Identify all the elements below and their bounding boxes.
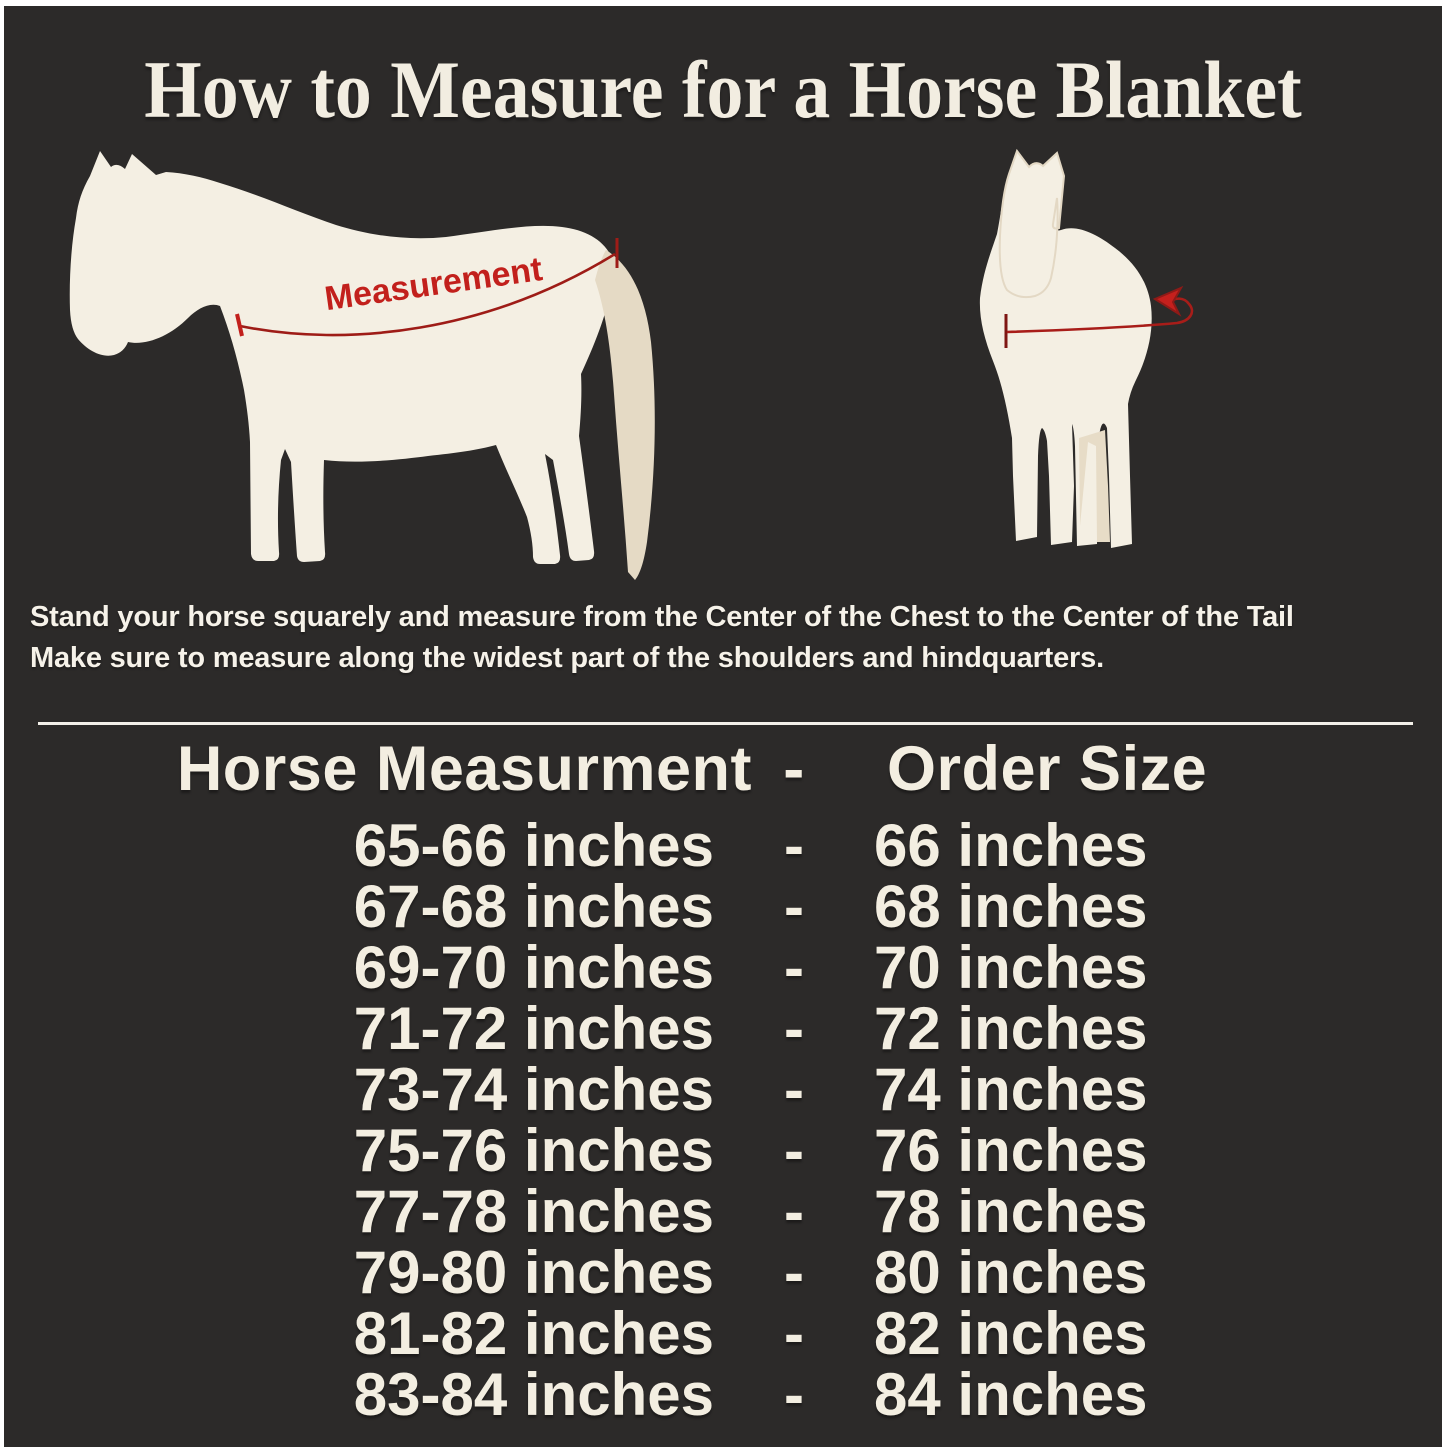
row-size: 76 inches (874, 1117, 1148, 1184)
page-title-text: How to Measure for a Horse Blanket (144, 44, 1302, 135)
row-measurement: 75-76 inches (353, 1117, 714, 1184)
measurement-line (239, 252, 616, 337)
table-row: 69-70 inches - 70 inches (4, 937, 1442, 998)
row-separator: - (784, 1239, 804, 1306)
row-measurement: 77-78 inches (353, 1178, 714, 1245)
header-measurement-column: Horse Measurment (176, 734, 752, 804)
table-row: 77-78 inches - 78 inches (4, 1181, 1442, 1242)
horse-side-tail (595, 250, 655, 580)
row-separator: - (784, 995, 804, 1062)
row-size: 66 inches (874, 812, 1148, 879)
front-measure-line (1006, 297, 1194, 334)
row-separator: - (784, 1300, 804, 1367)
header-separator: - (783, 734, 805, 804)
table-row: 79-80 inches - 80 inches (4, 1242, 1442, 1303)
row-measurement: 65-66 inches (353, 812, 714, 879)
size-table-header: Horse Measurment - Order Size (4, 738, 1442, 801)
row-measurement: 69-70 inches (353, 934, 714, 1001)
table-row: 73-74 inches - 74 inches (4, 1059, 1442, 1120)
table-row: 81-82 inches - 82 inches (4, 1303, 1442, 1364)
size-table: 65-66 inches - 66 inches 67-68 inches - … (4, 815, 1442, 1425)
row-size: 80 inches (874, 1239, 1148, 1306)
instruction-line-2: Make sure to measure along the widest pa… (30, 642, 1104, 674)
row-size: 82 inches (874, 1300, 1148, 1367)
table-row: 75-76 inches - 76 inches (4, 1120, 1442, 1181)
row-separator: - (784, 873, 804, 940)
page-title: How to Measure for a Horse Blanket (4, 48, 1442, 132)
row-measurement: 83-84 inches (353, 1361, 714, 1428)
dark-canvas: How to Measure for a Horse Blanket Measu… (4, 6, 1442, 1447)
header-size-column: Order Size (887, 734, 1208, 804)
row-separator: - (784, 1361, 804, 1428)
horse-front-head (998, 148, 1066, 299)
front-view-horse-illustration (979, 148, 1194, 548)
row-size: 68 inches (874, 873, 1148, 940)
row-separator: - (784, 1056, 804, 1123)
instruction-line-1: Stand your horse squarely and measure fr… (30, 601, 1294, 633)
row-size: 74 inches (874, 1056, 1148, 1123)
measurement-line-start-tick (235, 313, 244, 337)
row-measurement: 71-72 inches (353, 995, 714, 1062)
row-size: 84 inches (874, 1361, 1148, 1428)
horse-side-body (69, 151, 613, 564)
table-row: 71-72 inches - 72 inches (4, 998, 1442, 1059)
row-size: 78 inches (874, 1178, 1148, 1245)
divider-line (38, 722, 1413, 725)
row-size: 70 inches (874, 934, 1148, 1001)
row-separator: - (784, 1178, 804, 1245)
row-measurement: 67-68 inches (353, 873, 714, 940)
table-row: 65-66 inches - 66 inches (4, 815, 1442, 876)
measurement-arrowhead (1152, 285, 1184, 317)
row-measurement: 79-80 inches (353, 1239, 714, 1306)
row-separator: - (784, 812, 804, 879)
instruction-paragraph: Stand your horse squarely and measure fr… (30, 597, 1422, 679)
horse-front-shading (1079, 430, 1110, 542)
row-measurement: 81-82 inches (353, 1300, 714, 1367)
row-separator: - (784, 1117, 804, 1184)
row-size: 72 inches (874, 995, 1148, 1062)
row-separator: - (784, 934, 804, 1001)
side-view-horse-illustration: Measurement (69, 151, 655, 580)
table-row: 83-84 inches - 84 inches (4, 1364, 1442, 1425)
row-measurement: 73-74 inches (353, 1056, 714, 1123)
table-row: 67-68 inches - 68 inches (4, 876, 1442, 937)
